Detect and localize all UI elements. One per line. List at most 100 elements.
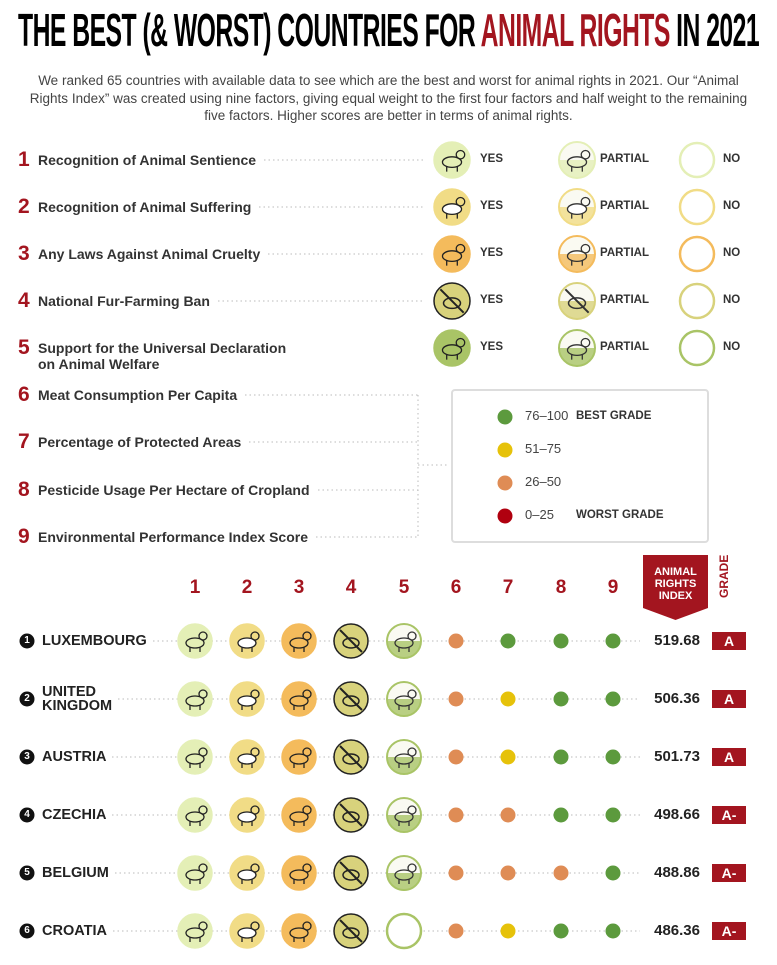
column-number: 4 — [345, 577, 357, 598]
icon-glyph — [441, 250, 463, 263]
status-label: PARTIAL — [600, 341, 649, 353]
legend-range: 26–50 — [525, 474, 562, 489]
factor-number: 9 — [18, 525, 30, 548]
icon-yes — [281, 797, 317, 833]
icon-glyph — [455, 337, 466, 348]
status-label: NO — [723, 200, 741, 212]
icon-glyph — [394, 695, 414, 707]
legend-range: 76–100 — [525, 408, 569, 423]
icon-glyph — [339, 803, 363, 827]
country: CROATIA — [42, 922, 107, 939]
grade-dot — [500, 807, 516, 823]
icon-glyph — [342, 753, 360, 765]
icon-glyph — [441, 203, 463, 216]
grade-dot — [448, 633, 464, 649]
status-label: YES — [480, 247, 504, 259]
grade-dot — [553, 749, 569, 765]
factor-number: 4 — [18, 289, 30, 312]
status-label: NO — [723, 341, 741, 353]
status-label: NO — [723, 247, 741, 259]
icon-glyph — [237, 753, 257, 765]
icon-yes — [177, 681, 213, 717]
status-label: NO — [723, 294, 741, 306]
icon-glyph — [302, 689, 312, 699]
icon-glyph — [394, 753, 414, 765]
icon-yes — [177, 623, 213, 659]
icon-glyph — [339, 919, 363, 943]
icon-glyph — [250, 863, 260, 873]
country: AUSTRIA — [42, 748, 107, 765]
status-label: YES — [480, 153, 504, 165]
icon-glyph — [198, 805, 208, 815]
grade-dot — [605, 807, 621, 823]
icon-yes — [281, 623, 317, 659]
icon-glyph — [302, 921, 312, 931]
column-number: 3 — [293, 577, 305, 598]
icon-glyph — [407, 631, 417, 641]
title: THE BEST (& WORST) COUNTRIES FOR ANIMAL … — [18, 4, 760, 57]
country: BELGIUM — [42, 864, 109, 881]
grade-dot — [553, 807, 569, 823]
index-score: 486.36 — [654, 922, 700, 939]
factor-label: Recognition of Animal Sentience — [38, 152, 257, 168]
icon-glyph — [580, 337, 591, 348]
icon-glyph — [250, 747, 260, 757]
grade-dot — [500, 691, 516, 707]
country: LUXEMBOURG — [42, 632, 147, 649]
icon-glyph — [237, 695, 257, 707]
icon-glyph — [237, 869, 257, 881]
icon-glyph — [289, 811, 309, 823]
column-number: 1 — [189, 577, 201, 598]
index-score: 501.73 — [654, 748, 700, 765]
grade-dot — [605, 749, 621, 765]
icon-glyph — [339, 687, 363, 711]
grade-dot — [605, 633, 621, 649]
rank-badge — [19, 923, 35, 939]
icon-glyph — [185, 637, 205, 649]
grade-box — [712, 806, 746, 824]
icon-glyph — [198, 863, 208, 873]
index-score: 498.66 — [654, 806, 700, 823]
factor-number: 3 — [18, 242, 30, 265]
factor-label: Support for the Universal Declaration on… — [38, 340, 287, 373]
factor-label: Meat Consumption Per Capita — [38, 387, 238, 403]
icon-glyph — [237, 637, 257, 649]
icon-partial-fill — [387, 873, 421, 890]
icon-glyph — [302, 631, 312, 641]
icon-glyph — [566, 250, 588, 263]
rank: 6 — [24, 925, 30, 936]
rank: 4 — [24, 809, 30, 820]
index-score: 519.68 — [654, 632, 700, 649]
status-label: PARTIAL — [600, 294, 649, 306]
icon-yes — [177, 797, 213, 833]
icon-glyph — [407, 805, 417, 815]
grade-dot — [605, 865, 621, 881]
factor-label: Environmental Performance Index Score — [38, 529, 308, 545]
title-highlight: ANIMAL RIGHTS — [480, 4, 671, 56]
icon-glyph — [198, 921, 208, 931]
icon-glyph — [394, 811, 414, 823]
grade-box — [712, 922, 746, 940]
rank: 2 — [24, 693, 30, 704]
grade: A- — [721, 807, 737, 823]
icon-glyph — [407, 689, 417, 699]
legend-note: BEST GRADE — [576, 410, 652, 422]
grade-box — [712, 632, 746, 650]
column-number: 6 — [450, 577, 462, 598]
icon-glyph — [289, 869, 309, 881]
grade-dot — [553, 865, 569, 881]
icon-glyph — [339, 629, 363, 653]
icon-glyph — [407, 747, 417, 757]
icon-glyph — [302, 863, 312, 873]
rank: 1 — [24, 635, 30, 646]
icon-partial-fill — [559, 348, 595, 366]
icon-glyph — [250, 805, 260, 815]
icon-partial-fill — [387, 757, 421, 774]
icon-glyph — [198, 747, 208, 757]
column-number: 8 — [555, 577, 567, 598]
icon-glyph — [580, 196, 591, 207]
status-label: NO — [723, 153, 741, 165]
icon-glyph — [250, 631, 260, 641]
icon-glyph — [237, 811, 257, 823]
